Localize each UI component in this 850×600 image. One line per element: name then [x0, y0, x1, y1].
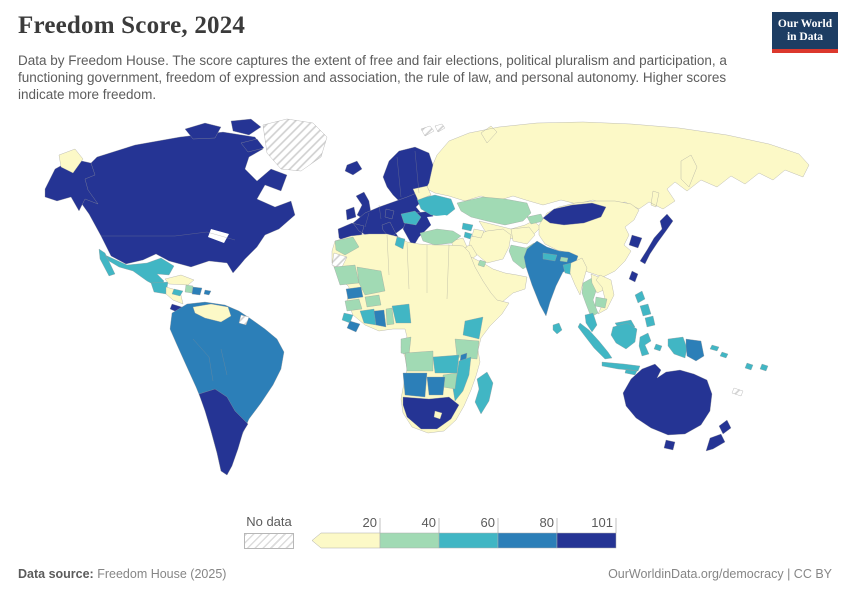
country-hungary-serbia[interactable] — [400, 210, 422, 226]
country-south-africa[interactable] — [402, 396, 460, 430]
country-morocco[interactable] — [334, 236, 360, 256]
owid-logo-line1: Our World — [777, 18, 833, 30]
footer-links: OurWorldinData.org/democracy | CC BY — [608, 567, 832, 581]
country-ukraine[interactable] — [416, 194, 456, 218]
data-source: Data source: Freedom House (2025) — [18, 567, 226, 581]
country-gabon-congo[interactable] — [400, 336, 412, 356]
footer-divider: | — [783, 567, 794, 581]
data-source-label: Data source: — [18, 567, 94, 581]
country-japan[interactable] — [639, 213, 674, 265]
country-guinea[interactable] — [344, 298, 363, 312]
country-cambodia[interactable] — [594, 296, 608, 309]
country-svalbard[interactable] — [420, 123, 446, 137]
legend-bin-80-101[interactable] — [556, 532, 617, 549]
arctic-islands[interactable] — [184, 118, 265, 153]
country-dominican-republic[interactable] — [191, 286, 203, 296]
country-eswatini[interactable] — [433, 410, 443, 420]
country-sri-lanka[interactable] — [552, 322, 563, 335]
legend-bin-20-40[interactable] — [379, 532, 440, 549]
great-lakes — [208, 229, 229, 243]
legend-tick-60: 60 — [481, 515, 495, 530]
page-title: Freedom Score, 2024 — [18, 12, 246, 39]
owid-url-link[interactable]: OurWorldinData.org/democracy — [608, 567, 784, 581]
chart-footer: Data source: Freedom House (2025) OurWor… — [18, 567, 832, 581]
country-new-caledonia[interactable] — [731, 387, 744, 397]
country-zambia[interactable] — [432, 354, 460, 374]
country-vietnam[interactable] — [595, 274, 615, 315]
country-angola[interactable] — [404, 350, 434, 372]
country-mauritania[interactable] — [333, 264, 360, 286]
country-canada-usa[interactable] — [74, 131, 296, 274]
country-mexico[interactable] — [98, 248, 175, 289]
black-sea — [427, 215, 463, 229]
no-data-label: No data — [246, 514, 292, 529]
country-azerbaijan[interactable] — [471, 228, 485, 239]
legend-bin-0-20[interactable] — [311, 532, 381, 549]
legend-tick-80: 80 — [540, 515, 554, 530]
country-papua-new-guinea[interactable] — [685, 338, 705, 362]
country-kazakhstan[interactable] — [456, 196, 532, 226]
country-botswana[interactable] — [426, 376, 446, 396]
country-burkina-faso[interactable] — [364, 294, 382, 308]
owid-logo-line2: in Data — [786, 31, 824, 43]
country-nigeria[interactable] — [391, 303, 412, 324]
country-belarus[interactable] — [412, 185, 432, 201]
country-greenland[interactable] — [262, 118, 328, 172]
region-chukotka-russia[interactable] — [58, 148, 84, 174]
country-madagascar[interactable] — [474, 371, 494, 415]
country-ghana[interactable] — [373, 309, 387, 328]
country-kuwait[interactable] — [477, 259, 487, 268]
country-cuba[interactable] — [164, 274, 195, 286]
country-senegal[interactable] — [345, 286, 364, 300]
country-pacific-islands[interactable] — [709, 344, 769, 372]
country-armenia[interactable] — [463, 231, 473, 240]
region-chile-argentina-uruguay[interactable] — [198, 388, 249, 476]
legend-colorbar: 20 40 60 80 101 — [311, 515, 617, 549]
country-jamaica[interactable] — [171, 288, 184, 297]
country-myanmar[interactable] — [569, 257, 588, 296]
country-zimbabwe[interactable] — [442, 372, 458, 390]
legend-bin-40-60[interactable] — [438, 532, 499, 549]
map-legend: No data 20 40 60 80 101 — [243, 514, 623, 549]
country-indonesia[interactable] — [577, 322, 688, 378]
country-bhutan[interactable] — [559, 256, 569, 263]
country-venezuela[interactable] — [192, 303, 232, 323]
country-nepal[interactable] — [542, 252, 558, 262]
country-australia[interactable] — [622, 363, 713, 451]
world-choropleth-map — [35, 116, 815, 506]
country-russia[interactable] — [424, 121, 810, 210]
country-tunisia[interactable] — [394, 236, 406, 250]
country-georgia[interactable] — [461, 222, 474, 232]
legend-tick-101: 101 — [591, 515, 613, 530]
country-togo-benin[interactable] — [385, 307, 395, 326]
country-taiwan[interactable] — [628, 270, 639, 283]
no-data-swatch[interactable] — [244, 533, 294, 549]
country-philippines[interactable] — [634, 290, 656, 328]
country-mongolia[interactable] — [542, 202, 607, 226]
legend-tick-40: 40 — [422, 515, 436, 530]
country-india[interactable] — [523, 240, 579, 317]
country-kenya[interactable] — [462, 316, 484, 340]
country-guatemala[interactable] — [150, 281, 169, 295]
country-french-guiana[interactable] — [238, 314, 250, 326]
chart-subtitle: Data by Freedom House. The score capture… — [18, 53, 727, 102]
license-label: CC BY — [793, 567, 832, 581]
country-borders — [101, 150, 450, 382]
country-south-korea[interactable] — [628, 234, 643, 249]
country-namibia[interactable] — [402, 372, 428, 398]
owid-logo[interactable]: Our World in Data — [772, 12, 838, 53]
country-tanzania[interactable] — [454, 338, 480, 360]
legend-tick-20: 20 — [363, 515, 377, 530]
country-turkey[interactable] — [419, 228, 462, 246]
country-liberia[interactable] — [346, 320, 361, 333]
country-puerto-rico[interactable] — [203, 289, 212, 296]
country-mali[interactable] — [356, 266, 386, 296]
country-new-zealand[interactable] — [705, 419, 732, 452]
country-iceland[interactable] — [344, 160, 363, 176]
data-source-value: Freedom House (2025) — [93, 567, 227, 581]
country-haiti[interactable] — [184, 284, 194, 294]
country-afghanistan[interactable] — [510, 226, 536, 245]
legend-bin-60-80[interactable] — [497, 532, 558, 549]
map-svg — [44, 118, 810, 476]
